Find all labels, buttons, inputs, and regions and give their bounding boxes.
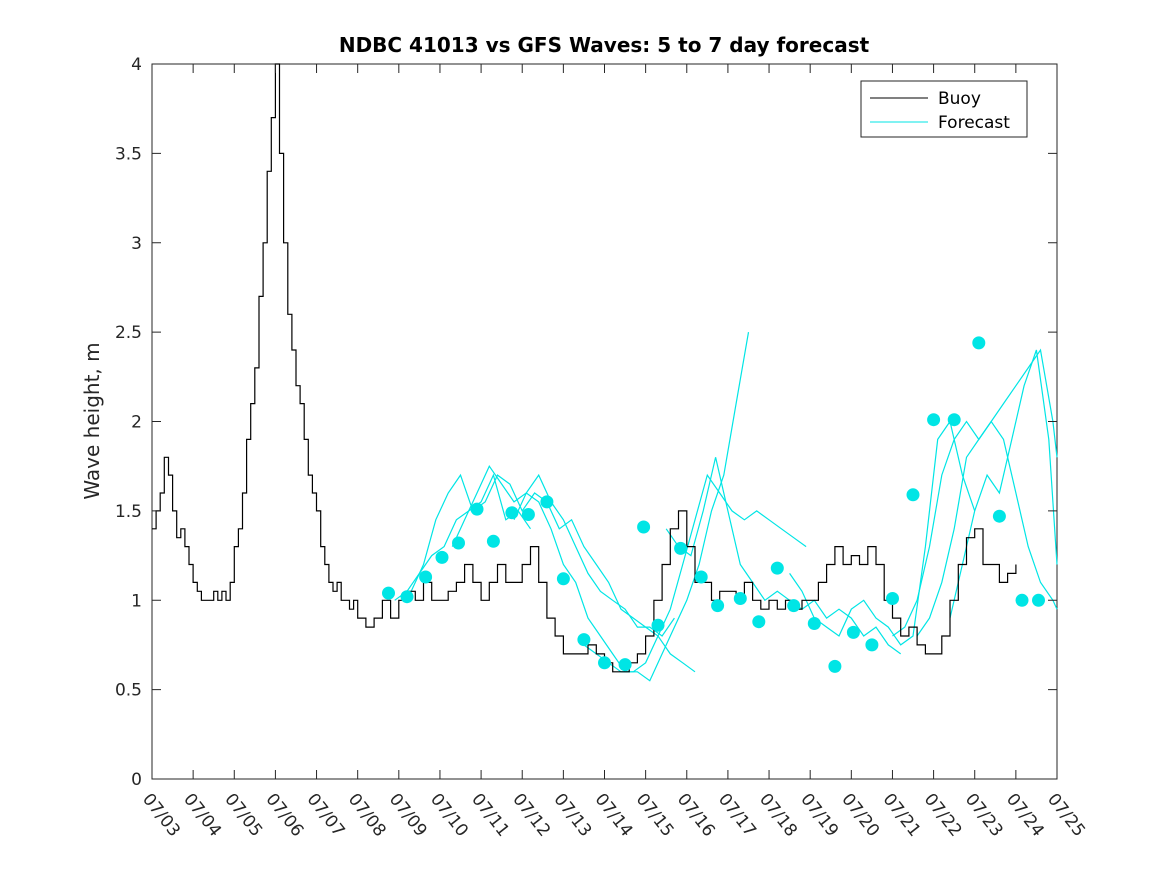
forecast-marker xyxy=(651,618,665,632)
forecast-marker xyxy=(382,586,395,600)
forecast-series-markers xyxy=(382,336,1045,673)
forecast-line-6 xyxy=(665,457,902,655)
x-tick-label: 07/21 xyxy=(879,790,925,841)
forecast-marker xyxy=(505,506,519,520)
forecast-marker xyxy=(618,658,632,672)
forecast-marker xyxy=(1015,593,1029,607)
legend-box xyxy=(860,80,1028,138)
forecast-marker xyxy=(674,541,688,555)
forecast-marker xyxy=(577,633,591,647)
forecast-marker xyxy=(787,599,801,613)
x-tick-label: 07/07 xyxy=(303,790,349,841)
forecast-marker xyxy=(556,572,570,586)
forecast-marker xyxy=(711,599,725,613)
x-tick-label: 07/05 xyxy=(220,790,266,841)
forecast-marker xyxy=(435,550,449,564)
forecast-marker xyxy=(992,509,1006,523)
y-axis: 0 0.5 1 1.5 2 2.5 3 3.5 4 xyxy=(115,55,1057,790)
forecast-marker xyxy=(972,336,986,350)
buoy-series xyxy=(152,63,1017,673)
forecast-marker xyxy=(846,625,860,639)
forecast-line-2 xyxy=(410,473,696,673)
x-tick-label: 07/24 xyxy=(1002,790,1048,841)
x-tick-label: 07/09 xyxy=(385,790,431,841)
forecast-marker xyxy=(400,590,414,604)
forecast-marker xyxy=(452,536,465,550)
x-tick-label: 07/11 xyxy=(467,790,513,841)
x-tick-label: 07/15 xyxy=(632,790,678,841)
x-tick-label: 07/19 xyxy=(796,790,842,841)
forecast-marker xyxy=(927,413,941,427)
forecast-marker xyxy=(886,592,899,605)
x-tick-label: 07/22 xyxy=(920,790,966,841)
forecast-marker xyxy=(521,508,535,521)
x-tick-label: 07/08 xyxy=(344,790,390,841)
y-tick-label: 2.5 xyxy=(115,323,142,343)
forecast-marker xyxy=(947,413,961,427)
forecast-marker xyxy=(906,488,920,502)
y-tick-label: 1.5 xyxy=(115,502,142,522)
legend-buoy-label: Buoy xyxy=(938,89,981,109)
axes-box xyxy=(151,63,1058,780)
x-tick-label: 07/16 xyxy=(673,790,719,841)
forecast-marker xyxy=(598,656,611,670)
forecast-line-3 xyxy=(451,464,675,637)
x-tick-label: 07/12 xyxy=(508,790,554,841)
chart-title: NDBC 41013 vs GFS Waves: 5 to 7 day fore… xyxy=(339,33,870,57)
y-tick-label: 3 xyxy=(131,234,142,254)
forecast-marker xyxy=(540,495,554,509)
plot-area xyxy=(151,63,1058,780)
legend: Buoy Forecast xyxy=(860,80,1028,138)
y-tick-label: 2 xyxy=(131,413,142,433)
x-tick-label: 07/14 xyxy=(591,790,637,841)
forecast-marker xyxy=(752,615,766,629)
buoy-line xyxy=(152,63,1017,673)
forecast-marker xyxy=(733,592,747,605)
x-tick-label: 07/03 xyxy=(138,790,184,841)
y-tick-label: 1 xyxy=(131,591,142,611)
x-tick-label: 07/17 xyxy=(714,790,760,841)
y-tick-label: 4 xyxy=(131,55,142,75)
y-tick-label: 0.5 xyxy=(115,681,142,701)
forecast-marker xyxy=(470,502,484,516)
legend-forecast-label: Forecast xyxy=(938,113,1010,133)
forecast-line-9 xyxy=(916,420,1058,637)
forecast-line-1 xyxy=(394,473,531,601)
forecast-marker xyxy=(807,617,821,630)
x-tick-label: 07/18 xyxy=(755,790,801,841)
forecast-marker xyxy=(828,659,842,673)
x-tick-label: 07/25 xyxy=(1043,790,1089,841)
forecast-marker xyxy=(419,570,433,584)
forecast-marker xyxy=(637,520,651,534)
forecast-marker xyxy=(1032,593,1045,607)
x-tick-label: 07/13 xyxy=(549,790,595,841)
x-tick-label: 07/23 xyxy=(961,790,1007,841)
x-tick-label: 07/20 xyxy=(837,790,883,841)
y-axis-title: Wave height, m xyxy=(80,342,104,499)
y-tick-label: 3.5 xyxy=(115,144,142,164)
x-tick-label: 07/04 xyxy=(179,790,225,841)
forecast-marker xyxy=(865,638,879,652)
x-tick-label: 07/10 xyxy=(426,790,472,841)
x-tick-label: 07/06 xyxy=(261,790,307,841)
y-tick-label: 0 xyxy=(131,770,142,790)
forecast-marker xyxy=(694,570,708,584)
forecast-marker xyxy=(486,534,500,548)
forecast-marker xyxy=(770,561,784,575)
